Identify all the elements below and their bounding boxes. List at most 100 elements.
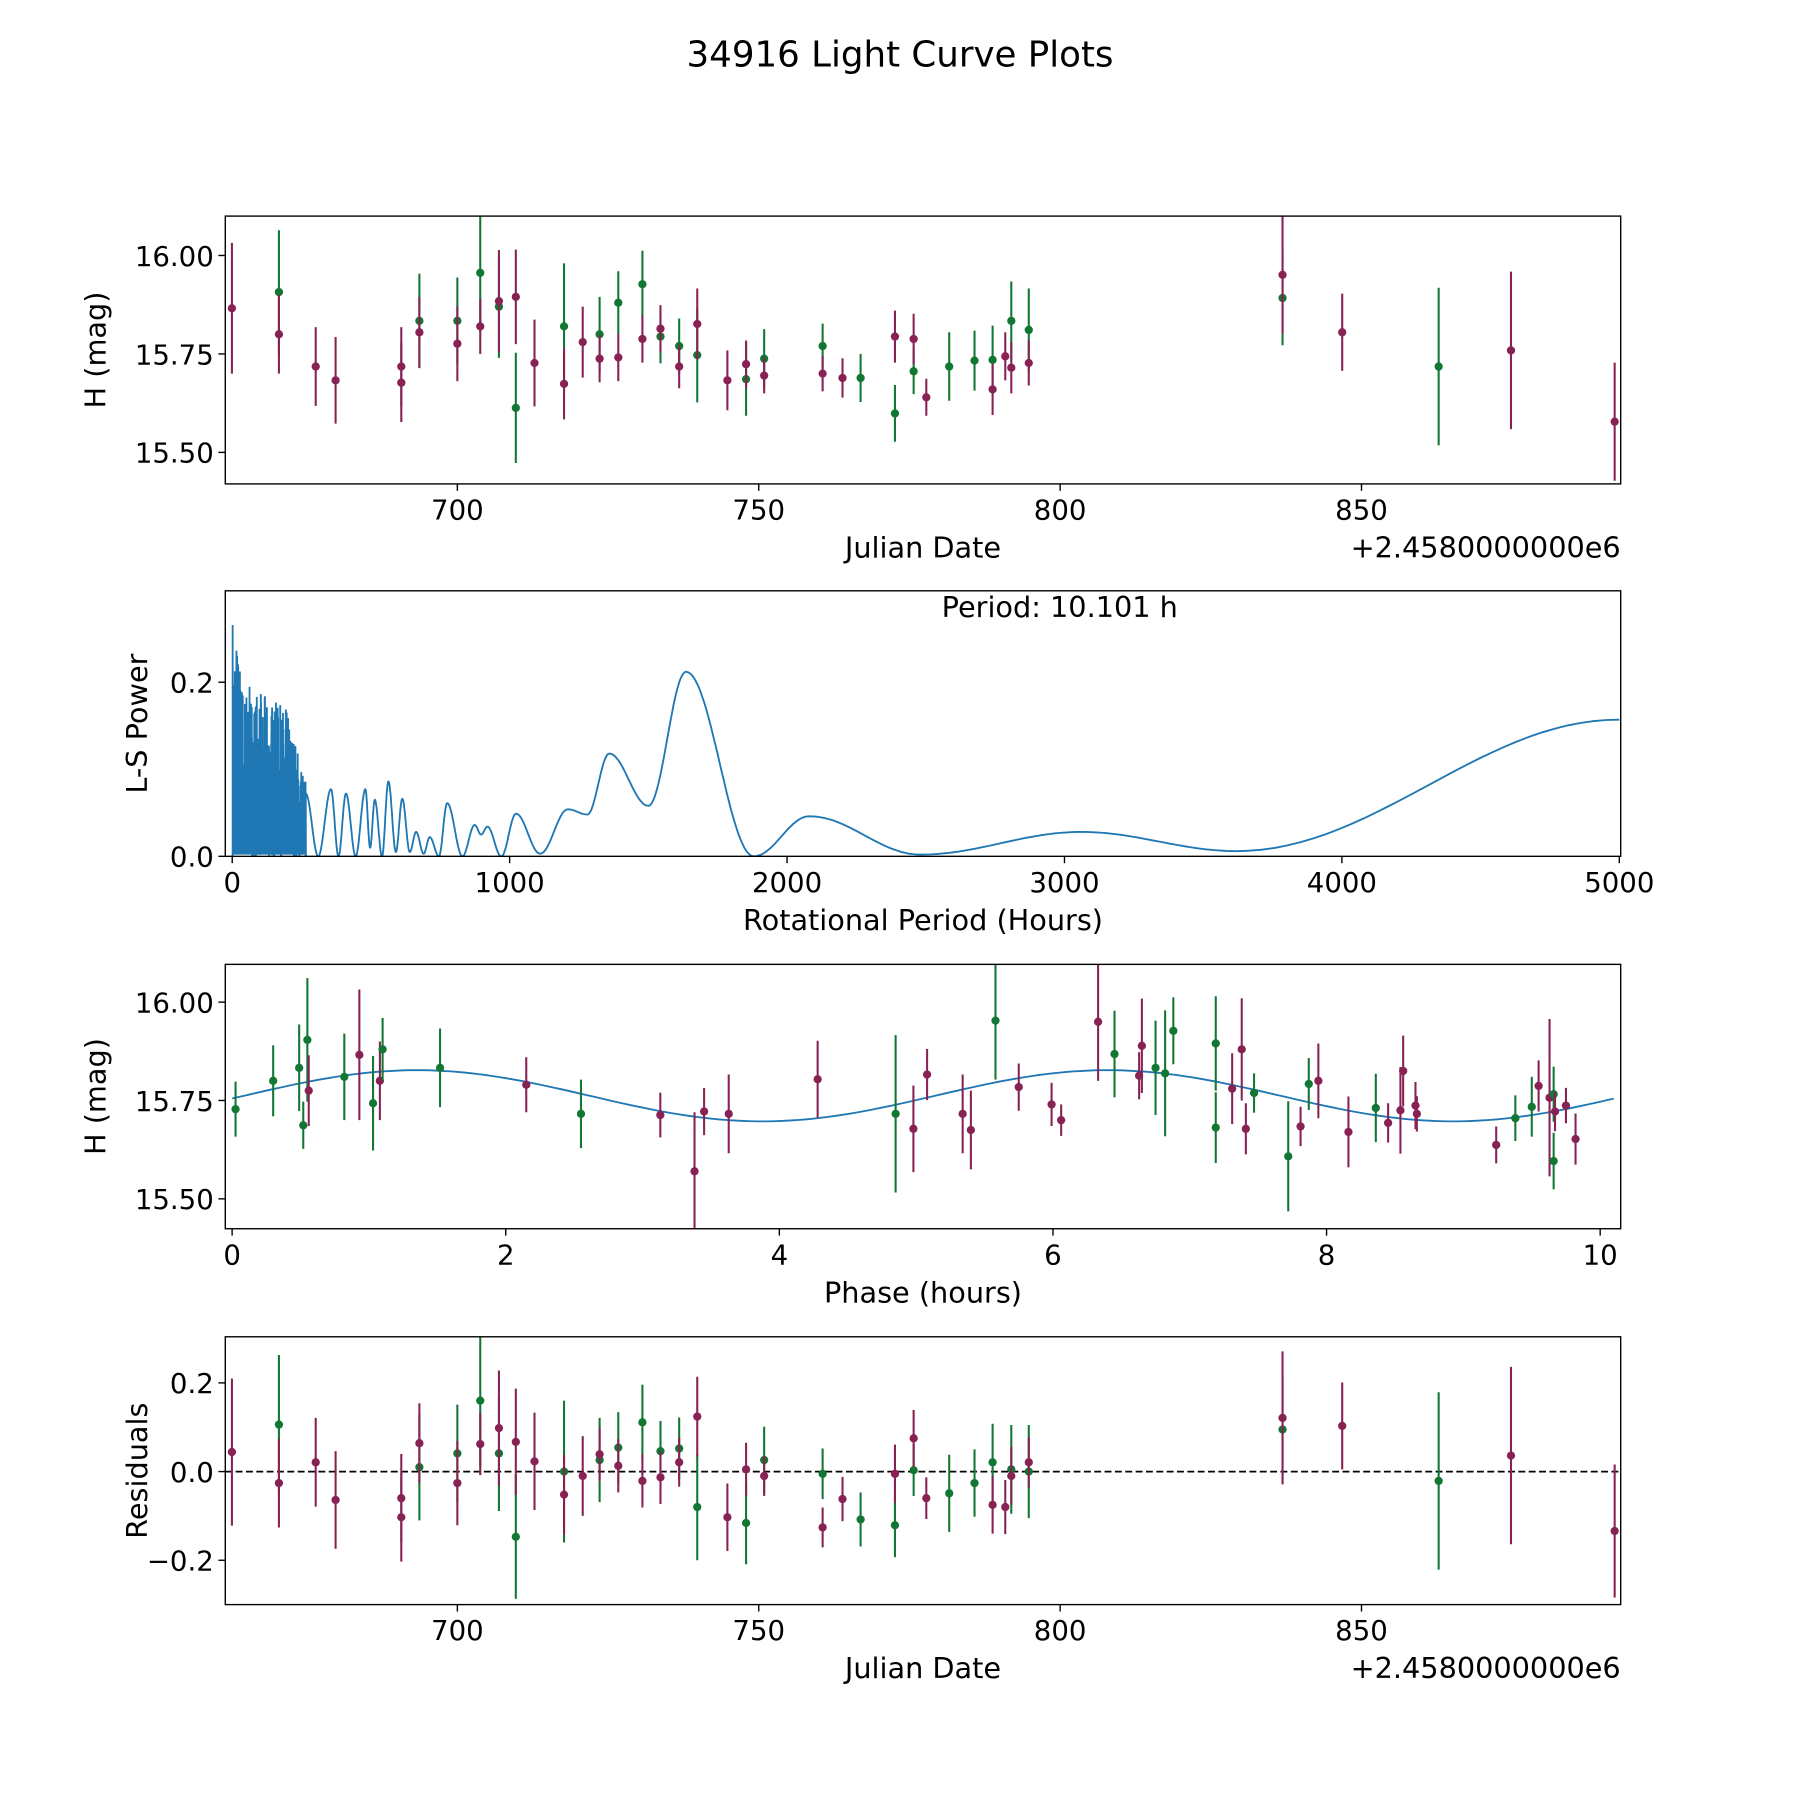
data-point-green [295,1063,304,1072]
data-point-green [269,1076,278,1085]
data-point-green [1110,1049,1119,1059]
data-point-maroon [909,1434,918,1443]
data-point-green [891,1109,900,1118]
data-point-maroon [530,1457,539,1466]
data-point-maroon [578,1471,587,1481]
plot-area [231,625,1620,857]
data-point-maroon [614,353,623,362]
x-tick-label: 850 [1335,494,1388,527]
data-point-green [988,355,997,364]
data-point-maroon [638,1476,647,1486]
data-point-maroon [1296,1122,1305,1131]
data-point-maroon [494,297,504,306]
y-axis-label: H (mag) [79,1038,113,1155]
data-point-maroon [1610,417,1619,426]
data-point-maroon [922,1494,931,1503]
data-point-maroon [656,324,665,333]
data-point-maroon [1001,352,1010,361]
data-point-maroon [511,1437,520,1447]
data-point-maroon [1001,1502,1010,1512]
x-offset-text: +2.4580000000e6 [1351,1651,1621,1685]
data-point-green [435,1063,445,1072]
periodogram-panel: 0 1000 2000 3000 4000 5000 0.0 0.2 Rotational Pe… [120,590,1654,937]
data-point-maroon [1007,1471,1016,1481]
data-point-green [818,1469,827,1478]
data-point-maroon [1314,1076,1323,1085]
y-tick-label: 0.2 [170,667,214,700]
data-point-maroon [1338,1421,1347,1431]
data-point-maroon [476,322,485,331]
data-point-green [595,330,604,339]
data-point-maroon [741,1465,751,1474]
fit-curve [231,1069,1614,1123]
x-tick-label: 750 [732,1614,785,1647]
data-point-green [476,1396,485,1405]
axes-frame [224,1336,1622,1606]
data-point-maroon [304,1086,313,1095]
data-point-maroon [1024,1458,1033,1467]
data-point-maroon [958,1109,967,1118]
data-point-green [274,1420,284,1429]
periodogram-line [231,625,1620,857]
data-point-maroon [1137,1041,1147,1050]
y-tick-label: 0.2 [170,1367,214,1400]
data-point-green [1151,1063,1160,1072]
y-tick-label: 15.50 [135,1183,214,1216]
data-point-maroon [675,1458,684,1467]
x-tick-label: 6 [1044,1238,1062,1271]
data-point-maroon [1571,1134,1580,1144]
data-point-maroon [227,304,237,313]
data-point-maroon [656,1110,665,1120]
data-point-maroon [1492,1140,1501,1150]
y-axis-label: H (mag) [79,292,113,409]
data-point-maroon [1237,1045,1246,1054]
plot-area [231,964,1614,1229]
data-point-green [1169,1026,1178,1035]
data-point-maroon [415,328,424,337]
data-point-maroon [559,379,569,389]
data-point-maroon [838,1494,847,1504]
data-point-green [559,322,569,331]
data-point-maroon [693,319,702,329]
data-point-maroon [595,1450,604,1459]
data-point-maroon [1047,1100,1056,1109]
data-point-maroon [741,360,751,369]
data-point-green [970,356,979,365]
data-point-maroon [818,369,827,378]
data-point-green [1527,1102,1536,1111]
data-point-green [1024,325,1033,335]
data-point-maroon [614,1461,623,1470]
data-point-maroon [511,292,520,301]
data-point-maroon [1338,328,1347,337]
data-point-green [945,362,954,371]
phased-curve-panel: 0 2 4 6 8 10 15.50 15.75 16.00 Phase (hours) H (ma… [79,963,1622,1309]
data-point-maroon [760,1471,769,1481]
data-point-maroon [1228,1084,1237,1093]
x-tick-label: 2000 [752,866,822,899]
x-axis-label: Julian Date [843,1651,1001,1685]
data-point-green [476,268,485,277]
y-tick-label: 15.50 [135,437,214,470]
data-point-maroon [890,1469,900,1478]
x-tick-label: 750 [732,494,785,527]
data-point-green [741,1518,751,1528]
data-point-maroon [838,373,847,383]
data-point-maroon [453,1478,462,1488]
data-point-green [1211,1123,1220,1132]
data-point-maroon [909,1124,918,1133]
data-point-maroon [1057,1116,1066,1125]
data-point-maroon [890,332,900,341]
data-point-maroon [1550,1107,1560,1116]
data-point-green [909,367,918,376]
data-point-maroon [922,393,931,402]
data-point-maroon [1534,1081,1543,1091]
x-tick-label: 700 [431,1614,484,1647]
x-axis-label: Rotational Period (Hours) [743,903,1103,937]
data-point-maroon [522,1080,531,1089]
y-tick-label: 16.00 [135,986,214,1019]
data-point-green [576,1109,586,1118]
x-offset-text: +2.4580000000e6 [1351,530,1621,564]
data-point-green [1304,1079,1313,1089]
data-point-green [890,409,900,418]
